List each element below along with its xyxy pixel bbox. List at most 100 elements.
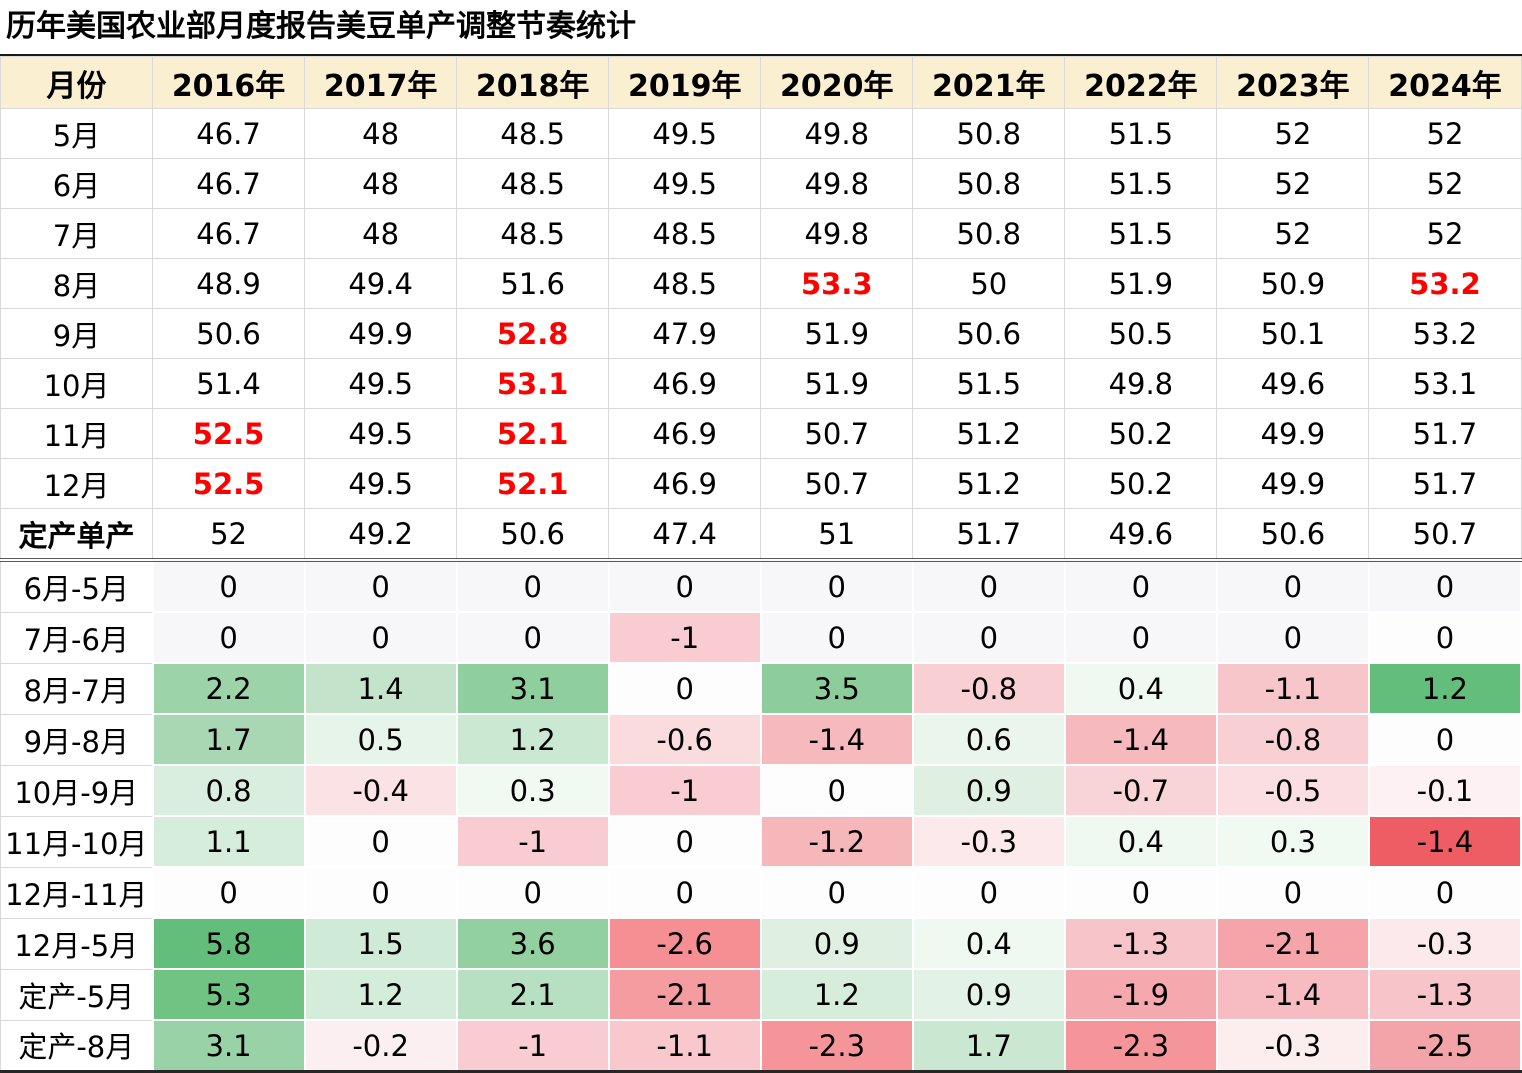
adjustment-heatmap-cell[interactable]: 0 bbox=[1063, 559, 1218, 613]
yield-cell[interactable]: 49.2 bbox=[304, 508, 458, 562]
yield-cell[interactable]: 51.9 bbox=[760, 358, 914, 409]
yield-cell[interactable]: 51.5 bbox=[1064, 158, 1218, 209]
adjustment-heatmap-cell[interactable]: -1.1 bbox=[1215, 662, 1370, 715]
adjustment-heatmap-cell[interactable]: 5.8 bbox=[151, 917, 306, 970]
row-label[interactable]: 12月 bbox=[0, 458, 154, 509]
adjustment-heatmap-cell[interactable]: 3.5 bbox=[759, 662, 914, 715]
yield-cell[interactable]: 51.2 bbox=[912, 458, 1066, 509]
yield-cell[interactable]: 47.9 bbox=[608, 308, 762, 359]
adjustment-heatmap-cell[interactable]: 0.4 bbox=[911, 917, 1066, 970]
adjustment-heatmap-cell[interactable]: 0 bbox=[303, 815, 458, 868]
row-label[interactable]: 7月 bbox=[0, 208, 154, 259]
yield-cell[interactable]: 49.9 bbox=[1216, 408, 1370, 459]
yield-cell[interactable]: 52 bbox=[152, 508, 306, 562]
adjustment-heatmap-cell[interactable]: 1.7 bbox=[151, 713, 306, 766]
adjustment-heatmap-cell[interactable]: -2.6 bbox=[607, 917, 762, 970]
adjustment-heatmap-cell[interactable]: 0.3 bbox=[455, 764, 610, 817]
yield-cell[interactable]: 50.6 bbox=[1216, 508, 1370, 562]
yield-cell[interactable]: 52 bbox=[1368, 208, 1522, 259]
yield-cell[interactable]: 51.9 bbox=[1064, 258, 1218, 309]
adjustment-heatmap-cell[interactable]: 0 bbox=[759, 866, 914, 919]
yield-cell[interactable]: 48 bbox=[304, 108, 458, 159]
year-column-header[interactable]: 2016年 bbox=[152, 56, 306, 109]
row-label[interactable]: 8月 bbox=[0, 258, 154, 309]
adjustment-heatmap-cell[interactable]: -2.5 bbox=[1367, 1019, 1522, 1073]
yield-cell[interactable]: 51.7 bbox=[912, 508, 1066, 562]
year-column-header[interactable]: 2017年 bbox=[304, 56, 458, 109]
yield-cell[interactable]: 51 bbox=[760, 508, 914, 562]
adjustment-heatmap-cell[interactable]: -1.4 bbox=[759, 713, 914, 766]
adjustment-heatmap-cell[interactable]: 0.5 bbox=[303, 713, 458, 766]
yield-cell[interactable]: 52.5 bbox=[152, 458, 306, 509]
yield-cell[interactable]: 50.7 bbox=[1368, 508, 1522, 562]
yield-cell[interactable]: 52.5 bbox=[152, 408, 306, 459]
yield-cell[interactable]: 48.5 bbox=[456, 108, 610, 159]
adjustment-heatmap-cell[interactable]: -2.1 bbox=[607, 968, 762, 1021]
yield-cell[interactable]: 48.5 bbox=[608, 208, 762, 259]
year-column-header[interactable]: 2024年 bbox=[1368, 56, 1522, 109]
year-column-header[interactable]: 2020年 bbox=[760, 56, 914, 109]
row-label[interactable]: 定产-8月 bbox=[0, 1019, 154, 1072]
adjustment-heatmap-cell[interactable]: 1.4 bbox=[303, 662, 458, 715]
adjustment-heatmap-cell[interactable]: 0 bbox=[1215, 559, 1370, 613]
row-label[interactable]: 5月 bbox=[0, 108, 154, 159]
adjustment-heatmap-cell[interactable]: 0 bbox=[1215, 611, 1370, 664]
adjustment-heatmap-cell[interactable]: -1.4 bbox=[1367, 815, 1522, 868]
adjustment-heatmap-cell[interactable]: 0 bbox=[607, 559, 762, 613]
adjustment-heatmap-cell[interactable]: -1.3 bbox=[1063, 917, 1218, 970]
yield-cell[interactable]: 46.7 bbox=[152, 158, 306, 209]
yield-cell[interactable]: 49.8 bbox=[1064, 358, 1218, 409]
year-column-header[interactable]: 2019年 bbox=[608, 56, 762, 109]
adjustment-heatmap-cell[interactable]: -1 bbox=[455, 1019, 610, 1073]
adjustment-heatmap-cell[interactable]: 0 bbox=[759, 764, 914, 817]
yield-cell[interactable]: 50.1 bbox=[1216, 308, 1370, 359]
yield-cell[interactable]: 49.5 bbox=[304, 408, 458, 459]
yield-cell[interactable]: 53.1 bbox=[1368, 358, 1522, 409]
adjustment-heatmap-cell[interactable]: 0 bbox=[759, 559, 914, 613]
adjustment-heatmap-cell[interactable]: 0 bbox=[455, 611, 610, 664]
adjustment-heatmap-cell[interactable]: 0 bbox=[303, 611, 458, 664]
row-label[interactable]: 8月-7月 bbox=[0, 662, 154, 715]
adjustment-heatmap-cell[interactable]: 0 bbox=[911, 559, 1066, 613]
yield-cell[interactable]: 48.5 bbox=[456, 158, 610, 209]
adjustment-heatmap-cell[interactable]: -2.3 bbox=[759, 1019, 914, 1073]
yield-cell[interactable]: 49.8 bbox=[760, 208, 914, 259]
adjustment-heatmap-cell[interactable]: 3.1 bbox=[455, 662, 610, 715]
yield-cell[interactable]: 49.5 bbox=[304, 458, 458, 509]
adjustment-heatmap-cell[interactable]: 0.6 bbox=[911, 713, 1066, 766]
adjustment-heatmap-cell[interactable]: 3.1 bbox=[151, 1019, 306, 1073]
yield-cell[interactable]: 49.9 bbox=[304, 308, 458, 359]
yield-cell[interactable]: 48 bbox=[304, 208, 458, 259]
yield-cell[interactable]: 51.5 bbox=[1064, 108, 1218, 159]
yield-cell[interactable]: 51.5 bbox=[912, 358, 1066, 409]
year-column-header[interactable]: 2021年 bbox=[912, 56, 1066, 109]
row-label[interactable]: 11月-10月 bbox=[0, 815, 154, 868]
adjustment-heatmap-cell[interactable]: -1 bbox=[607, 611, 762, 664]
yield-cell[interactable]: 50.6 bbox=[912, 308, 1066, 359]
adjustment-heatmap-cell[interactable]: 0 bbox=[303, 866, 458, 919]
yield-cell[interactable]: 52 bbox=[1368, 158, 1522, 209]
adjustment-heatmap-cell[interactable]: -1.1 bbox=[607, 1019, 762, 1073]
adjustment-heatmap-cell[interactable]: 0 bbox=[151, 559, 306, 613]
yield-cell[interactable]: 49.5 bbox=[608, 108, 762, 159]
adjustment-heatmap-cell[interactable]: -0.7 bbox=[1063, 764, 1218, 817]
adjustment-heatmap-cell[interactable]: 0 bbox=[1367, 713, 1522, 766]
yield-cell[interactable]: 50.7 bbox=[760, 408, 914, 459]
yield-cell[interactable]: 50.9 bbox=[1216, 258, 1370, 309]
yield-cell[interactable]: 48.5 bbox=[456, 208, 610, 259]
yield-cell[interactable]: 50.8 bbox=[912, 208, 1066, 259]
yield-cell[interactable]: 48.9 bbox=[152, 258, 306, 309]
adjustment-heatmap-cell[interactable]: 1.2 bbox=[1367, 662, 1522, 715]
yield-cell[interactable]: 49.8 bbox=[760, 108, 914, 159]
yield-cell[interactable]: 50.8 bbox=[912, 158, 1066, 209]
adjustment-heatmap-cell[interactable]: 0 bbox=[455, 559, 610, 613]
yield-cell[interactable]: 52 bbox=[1216, 208, 1370, 259]
yield-cell[interactable]: 46.9 bbox=[608, 408, 762, 459]
adjustment-heatmap-cell[interactable]: 0 bbox=[607, 866, 762, 919]
row-label[interactable]: 10月 bbox=[0, 358, 154, 409]
adjustment-heatmap-cell[interactable]: 0 bbox=[1367, 559, 1522, 613]
adjustment-heatmap-cell[interactable]: 0 bbox=[151, 611, 306, 664]
yield-cell[interactable]: 47.4 bbox=[608, 508, 762, 562]
yield-cell[interactable]: 50.2 bbox=[1064, 408, 1218, 459]
adjustment-heatmap-cell[interactable]: 0 bbox=[1063, 611, 1218, 664]
